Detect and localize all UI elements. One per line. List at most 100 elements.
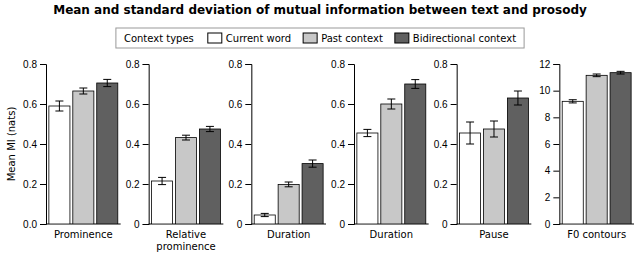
y-tick-mark — [245, 64, 251, 65]
x-axis-title-line: Pause — [479, 229, 508, 240]
error-bar — [490, 121, 498, 137]
y-tick-mark — [143, 184, 149, 185]
y-tick-mark — [553, 91, 559, 92]
y-tick: 0.4 — [23, 139, 46, 150]
y-tick-mark — [40, 64, 46, 65]
y-tick: 0.6 — [228, 99, 251, 110]
error-bar-cap — [79, 94, 87, 95]
error-bar-cap — [593, 76, 601, 77]
y-tick-label: 0.6 — [23, 99, 37, 110]
error-bar — [617, 71, 625, 74]
y-tick-label: 0.0 — [23, 219, 37, 230]
y-tick: 0.8 — [228, 59, 251, 70]
error-bar-cap — [411, 88, 419, 89]
y-tick: 0 — [442, 219, 457, 230]
x-axis-title-line: Duration — [267, 229, 310, 240]
y-tick: 0.4 — [434, 139, 457, 150]
y-tick-mark — [348, 224, 354, 225]
y-tick-label: 0.6 — [331, 99, 345, 110]
error-bar-cap — [387, 109, 395, 110]
legend-swatch — [395, 33, 409, 43]
y-tick-mark — [348, 64, 354, 65]
y-tick-mark — [348, 144, 354, 145]
y-tick: 0 — [339, 219, 354, 230]
y-tick-label: 0.6 — [228, 99, 242, 110]
y-tick-label: 0.6 — [126, 99, 140, 110]
y-tick-mark — [451, 104, 457, 105]
error-bar-cap — [617, 74, 625, 75]
plot-area — [254, 160, 323, 224]
y-tick-mark — [245, 224, 251, 225]
x-axis-title: Prominence — [54, 229, 113, 240]
error-bar — [569, 100, 577, 103]
y-tick-label: 0 — [339, 219, 345, 230]
y-tick-mark — [40, 144, 46, 145]
y-tick-label: 12 — [539, 59, 551, 70]
y-tick-label: 0.4 — [331, 139, 345, 150]
y-tick: 0.8 — [434, 59, 457, 70]
y-tick-label: 0.8 — [434, 59, 448, 70]
x-axis-title-line: Duration — [370, 229, 413, 240]
y-tick: 4 — [545, 165, 560, 176]
error-bar — [206, 126, 214, 131]
error-bar-cap — [466, 144, 474, 145]
legend-swatch — [208, 33, 222, 43]
y-tick-label: 0.2 — [434, 179, 448, 190]
error-bar-cap — [55, 111, 63, 112]
y-tick: 0 — [134, 219, 149, 230]
y-tick: 2 — [545, 192, 560, 203]
y-tick: 0.4 — [126, 139, 149, 150]
y-tick: 8 — [545, 112, 560, 123]
y-tick-label: 0 — [237, 219, 243, 230]
y-tick: 10 — [539, 85, 559, 96]
y-axis-line — [245, 65, 252, 225]
error-bar-cap — [514, 91, 522, 92]
y-tick: 0.6 — [434, 99, 457, 110]
error-bar-cap — [363, 129, 371, 130]
y-axis: 0 0.2 0.4 0.6 0.8 — [228, 59, 251, 230]
y-tick: 6 — [545, 139, 560, 150]
y-tick-mark — [451, 184, 457, 185]
y-tick: 0.2 — [331, 179, 354, 190]
y-tick-label: 0.8 — [126, 59, 140, 70]
y-axis-line — [451, 65, 458, 225]
bar — [278, 184, 299, 224]
bar — [254, 215, 275, 224]
error-bar-cap — [593, 74, 601, 75]
error-bar — [79, 88, 87, 94]
error-bar-cap — [569, 99, 577, 100]
y-tick-label: 0.4 — [228, 139, 242, 150]
x-axis-title: Pause — [479, 229, 508, 240]
error-bar — [466, 122, 474, 144]
y-tick: 0.4 — [331, 139, 354, 150]
error-bar-cap — [103, 79, 111, 80]
bar — [507, 98, 528, 224]
bar — [199, 129, 220, 224]
legend-frame — [116, 28, 524, 48]
y-tick: 0.6 — [23, 99, 46, 110]
panel: 0.00.20.40.60.8Prominence — [23, 59, 121, 240]
y-tick: 0.2 — [434, 179, 457, 190]
legend-swatch — [303, 33, 317, 43]
error-bar-cap — [206, 131, 214, 132]
error-bar — [363, 129, 371, 136]
y-tick-label: 0.2 — [126, 179, 140, 190]
y-tick-label: 0.8 — [228, 59, 242, 70]
x-axis-title: F0 contours — [567, 229, 626, 240]
y-tick-mark — [40, 184, 46, 185]
chart: Mean and standard deviation of mutual in… — [0, 0, 640, 262]
error-bar-cap — [617, 71, 625, 72]
panel: 024681012F0 contours — [539, 59, 634, 240]
y-tick-mark — [451, 224, 457, 225]
legend-label: Bidirectional context — [413, 33, 516, 44]
y-tick-label: 0.6 — [434, 99, 448, 110]
y-tick-mark — [553, 224, 559, 225]
bar — [586, 75, 607, 224]
y-tick-mark — [553, 117, 559, 118]
error-bar-cap — [261, 216, 269, 217]
y-tick-mark — [348, 184, 354, 185]
y-tick-label: 0.2 — [228, 179, 242, 190]
y-tick-mark — [553, 197, 559, 198]
error-bar-stem — [367, 129, 368, 136]
bar — [562, 101, 583, 224]
